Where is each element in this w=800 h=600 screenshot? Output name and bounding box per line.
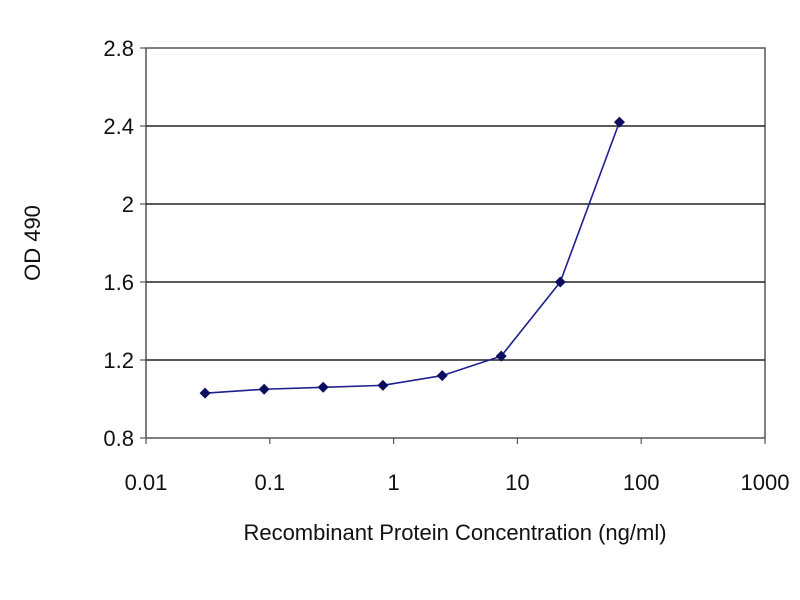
x-axis-title: Recombinant Protein Concentration (ng/ml… [243,520,666,545]
data-point [377,379,389,391]
y-tick-label: 2.8 [103,36,134,61]
data-point [258,383,270,395]
x-tick-label: 1 [387,470,399,495]
x-tick-label: 1000 [741,470,790,495]
x-tick-label: 100 [623,470,660,495]
plot-area [145,47,766,439]
series-group [199,116,625,399]
data-point [436,370,448,382]
x-tick-label: 0.1 [255,470,286,495]
data-point [495,350,507,362]
data-point [613,116,625,128]
data-point [199,387,211,399]
data-point [317,381,329,393]
y-axis-title: OD 490 [20,205,45,281]
y-tick-label: 2.4 [103,114,134,139]
y-tick-label: 2 [122,192,134,217]
y-tick-label: 1.2 [103,348,134,373]
x-tick-label: 0.01 [125,470,168,495]
x-tick-label: 10 [505,470,529,495]
gridlines [146,125,765,361]
x-tick-labels: 0.01 0.1 1 10 100 1000 [125,438,790,495]
y-tick-label: 1.6 [103,270,134,295]
y-tick-labels: 0.8 1.2 1.6 2 2.4 2.8 [103,36,146,451]
series-line [205,121,621,394]
y-tick-label: 0.8 [103,426,134,451]
data-point [554,276,566,288]
